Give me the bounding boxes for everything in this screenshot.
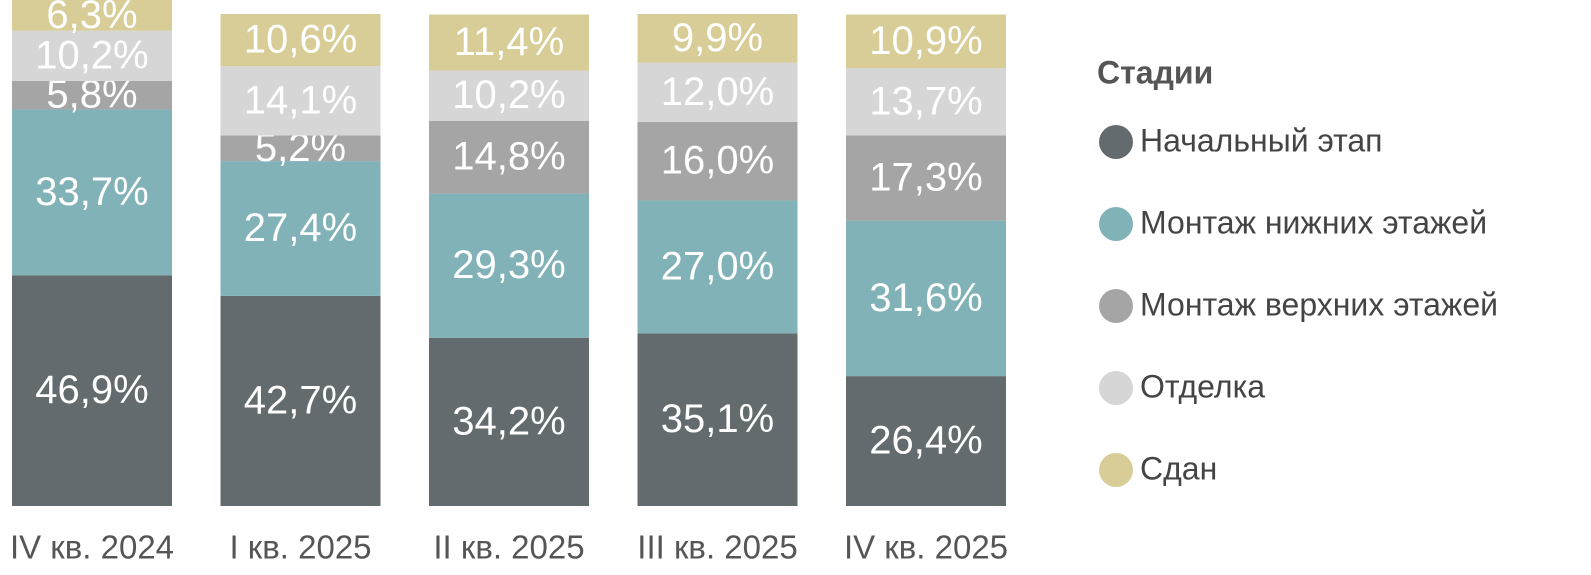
value-label: 12,0%	[661, 70, 774, 114]
value-label: 14,1%	[244, 78, 357, 122]
value-label: 29,3%	[452, 243, 565, 287]
value-label: 27,4%	[244, 206, 357, 250]
value-label: 13,7%	[869, 79, 982, 123]
legend-marker	[1099, 289, 1133, 323]
bar-segment	[846, 220, 1006, 377]
x-tick-label: IV кв. 2025	[844, 529, 1008, 566]
legend-title: Стадии	[1097, 54, 1213, 90]
bar-segment	[12, 109, 172, 276]
value-label: 31,6%	[869, 276, 982, 320]
bar-segment	[846, 14, 1006, 69]
bar-segment	[846, 68, 1006, 136]
value-label: 34,2%	[452, 399, 565, 443]
bar-segment	[637, 200, 798, 334]
bar-segment	[637, 333, 798, 506]
bar-segment	[12, 30, 172, 81]
bar-segment	[220, 66, 381, 136]
bar-segment	[220, 161, 381, 296]
value-label: 16,0%	[661, 139, 774, 183]
value-label: 9,9%	[672, 16, 763, 60]
value-label: 11,4%	[454, 20, 564, 64]
x-tick-label: IV кв. 2024	[10, 529, 174, 566]
bar-segment	[429, 14, 589, 71]
bar-segment	[220, 295, 381, 506]
value-label: 35,1%	[661, 397, 774, 441]
legend-marker	[1099, 125, 1133, 159]
value-label: 17,3%	[869, 156, 982, 200]
x-tick-label: III кв. 2025	[637, 529, 797, 566]
legend-label: Начальный этап	[1140, 122, 1383, 158]
value-label: 14,8%	[452, 135, 565, 179]
value-label: 10,9%	[869, 19, 982, 63]
bar-segment	[12, 275, 172, 506]
value-label: 10,2%	[452, 73, 565, 117]
x-tick-label: II кв. 2025	[433, 529, 584, 566]
bar-segment	[429, 337, 589, 506]
value-label: 10,2%	[35, 33, 148, 77]
value-label: 26,4%	[869, 419, 982, 463]
value-label: 42,7%	[244, 379, 357, 423]
bar-segment	[12, 0, 172, 31]
bar-segment	[637, 62, 798, 122]
value-label: 10,6%	[244, 18, 357, 62]
legend-label: Монтаж нижних этажей	[1140, 204, 1487, 240]
value-label: 27,0%	[661, 244, 774, 288]
bar-segment	[637, 14, 798, 63]
legend-marker	[1099, 207, 1133, 241]
legend-marker	[1099, 371, 1133, 405]
bar-segment	[846, 376, 1006, 506]
value-label: 6,3%	[46, 0, 137, 37]
bar-segment	[429, 120, 589, 194]
bar-segment	[220, 14, 381, 67]
legend-label: Монтаж верхних этажей	[1140, 286, 1498, 322]
legend-marker	[1099, 453, 1133, 487]
x-tick-label: I кв. 2025	[229, 529, 371, 566]
legend-label: Сдан	[1140, 450, 1217, 486]
bar-segment	[429, 70, 589, 121]
bar-segment	[429, 193, 589, 338]
bar-segment	[12, 80, 172, 110]
bar-segment	[846, 135, 1006, 221]
bar-segment	[637, 121, 798, 201]
legend-label: Отделка	[1140, 368, 1265, 404]
bar-segment	[220, 135, 381, 162]
value-label: 33,7%	[35, 170, 148, 214]
value-label: 46,9%	[35, 368, 148, 412]
